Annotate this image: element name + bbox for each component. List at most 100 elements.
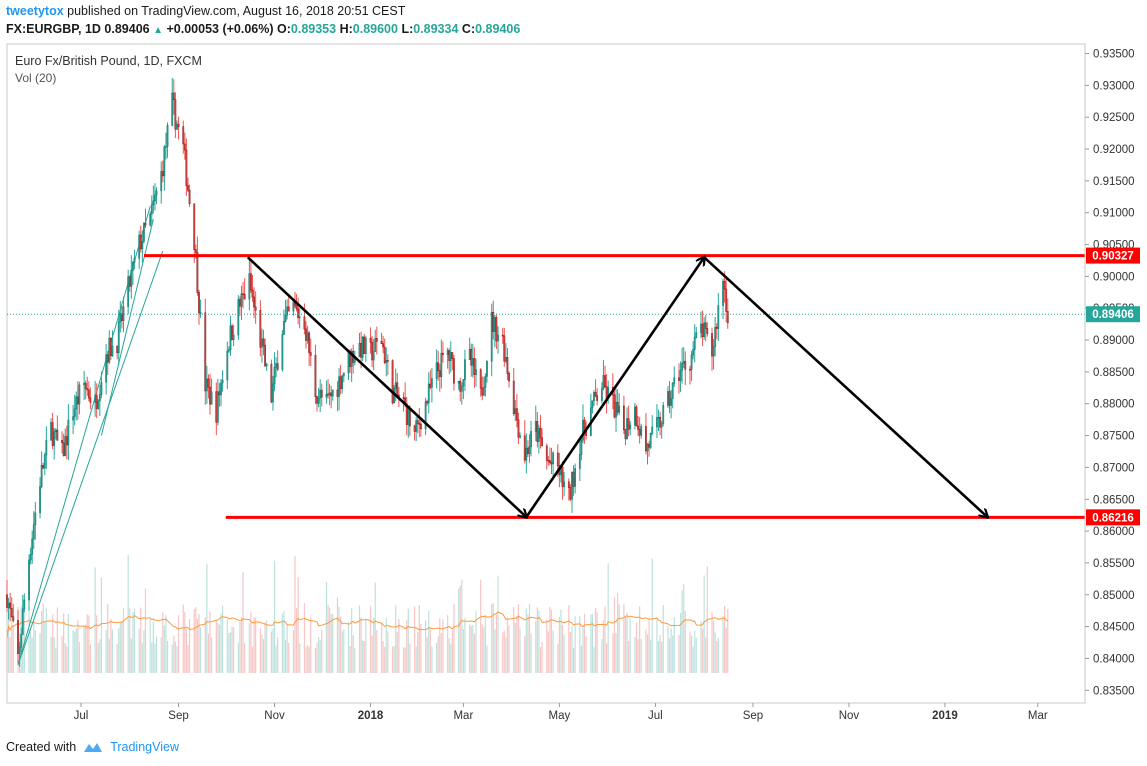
volume-bar (210, 637, 213, 673)
candle-body (325, 393, 328, 398)
volume-bar (525, 608, 527, 673)
volume-bar (275, 645, 277, 673)
volume-bar (218, 624, 221, 673)
volume-bar (294, 556, 296, 673)
candle-body (133, 257, 136, 263)
volume-bar (645, 629, 647, 673)
candle-body (358, 343, 361, 358)
tradingview-link[interactable]: TradingView (110, 740, 179, 754)
projection-arrow (703, 256, 987, 517)
volume-bar (431, 646, 433, 673)
volume-bar (387, 631, 389, 673)
candle-body (347, 350, 350, 374)
volume-bar (332, 613, 334, 673)
close-label: C: (461, 22, 476, 36)
volume-bar (656, 617, 658, 673)
candle-body (490, 312, 493, 362)
author-link[interactable]: tweetytox (6, 4, 64, 18)
candle-body (331, 389, 334, 397)
time-axis[interactable]: Jul Sep Nov 2018 Mar May Jul Sep Nov 2019 Mar (74, 703, 1048, 722)
volume-bar (143, 630, 145, 673)
price-tick-label: 0.83500 (1093, 685, 1135, 697)
volume-bar (354, 647, 356, 673)
volume-bar (303, 603, 306, 673)
volume-bar (574, 616, 576, 673)
volume-bar (497, 575, 499, 673)
candle-body (578, 454, 581, 469)
volume-bar (668, 638, 671, 673)
volume-bar (119, 622, 121, 673)
time-tick-label: 2019 (932, 710, 958, 722)
volume-bar (672, 635, 674, 673)
volume-bar (138, 628, 140, 673)
candle-body (182, 126, 185, 145)
volume-bar (700, 621, 702, 673)
candle-body (56, 429, 59, 441)
candle-body (218, 391, 221, 396)
candle-body (693, 336, 696, 350)
volume-bar (308, 647, 310, 673)
candle-body (287, 306, 290, 312)
volume-bar (11, 617, 13, 673)
volume-bar (77, 619, 79, 673)
volume-bar (385, 617, 387, 673)
volume-bar (417, 632, 419, 673)
volume-bar (722, 616, 724, 673)
volume-bar (33, 619, 35, 673)
volume-bar (437, 636, 439, 673)
volume-bar (557, 643, 559, 673)
price-axis[interactable]: 0.93500 0.93000 0.92500 0.92000 0.91500 0.910… (1085, 49, 1135, 698)
candle-body (89, 397, 92, 403)
candle-body (413, 425, 416, 432)
candle-body (629, 424, 632, 430)
candle-body (451, 352, 454, 359)
candle-body (139, 234, 142, 250)
volume-bar (362, 640, 364, 673)
candle-body (627, 418, 630, 430)
volume-bar (602, 620, 605, 673)
created-with-text: Created with (6, 740, 77, 754)
candle-body (10, 607, 13, 618)
candle-body (176, 123, 178, 130)
candle-body (700, 323, 702, 333)
candle-body (273, 366, 276, 385)
volume-bar (22, 635, 24, 673)
volume-bar (42, 603, 44, 673)
candle-body (78, 384, 81, 405)
candle-body (163, 146, 166, 177)
price-chart[interactable]: 0.93500 0.93000 0.92500 0.92000 0.91500 0.910… (0, 40, 1147, 735)
candle-body (635, 406, 638, 427)
candle-body (75, 396, 78, 410)
candle-body (394, 382, 397, 389)
chart-title: Euro Fx/British Pound, 1D, FXCM (15, 54, 202, 68)
volume-bar (118, 628, 120, 673)
volume-bar (679, 612, 682, 673)
candle-body (231, 325, 233, 340)
volume-bar (505, 637, 507, 673)
volume-bar (420, 623, 422, 673)
candle-body (622, 405, 625, 431)
candle-body (220, 382, 222, 396)
volume-bar (384, 646, 386, 673)
volume-bar (705, 637, 707, 673)
volume-bar (182, 604, 184, 673)
volume-bar (343, 629, 345, 673)
volume-bar (34, 630, 36, 673)
volume-bar (53, 637, 55, 673)
candle-body (495, 317, 498, 342)
volume-bar (262, 639, 265, 673)
candle-body (215, 391, 218, 423)
volume-bar (428, 610, 430, 673)
candle-body (205, 378, 208, 392)
candle-body (482, 387, 485, 396)
volume-bar (188, 619, 191, 673)
volume-bar (623, 604, 625, 673)
candle-body (143, 222, 145, 242)
candle-body (64, 436, 67, 457)
candles (6, 77, 729, 667)
volume-bar (88, 615, 90, 673)
volume-bar (75, 628, 77, 673)
candle-body (424, 401, 427, 430)
time-tick-label: May (549, 710, 571, 722)
volume-bar (413, 606, 416, 673)
